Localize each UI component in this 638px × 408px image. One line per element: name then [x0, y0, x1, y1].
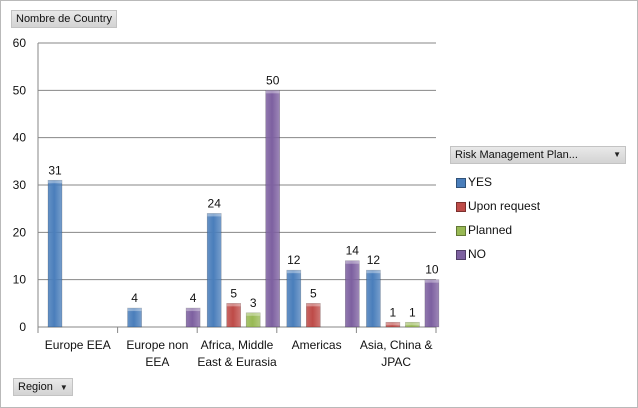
legend-filter-button[interactable]: Risk Management Plan... ▼ [450, 146, 626, 164]
x-tick-label: Europe EEA [45, 338, 111, 352]
legend-title: Risk Management Plan... [455, 149, 578, 161]
dropdown-arrow-icon: ▼ [613, 150, 621, 159]
bar-highlight [424, 279, 439, 283]
data-label: 10 [425, 263, 439, 277]
data-label: 4 [190, 291, 197, 305]
dropdown-arrow-icon: ▼ [59, 383, 68, 392]
bar-highlight [186, 308, 201, 312]
bar-yes [47, 179, 63, 328]
legend-swatch [456, 202, 466, 212]
y-tick-label: 10 [13, 273, 27, 287]
x-tick-label: East & Eurasia [197, 355, 277, 369]
x-tick-label: Africa, Middle [201, 338, 274, 352]
bar-highlight [265, 90, 280, 94]
legend-label: NO [468, 247, 486, 261]
bar-highlight [48, 180, 62, 184]
x-tick-label: Asia, China & [360, 338, 433, 352]
bar-upon-request [385, 321, 401, 328]
y-tick-label: 50 [13, 83, 27, 97]
data-label: 12 [287, 253, 301, 267]
bar-planned [245, 312, 261, 328]
legend-label: Upon request [468, 199, 541, 213]
data-label: 1 [409, 305, 416, 319]
legend-item: YES [450, 170, 626, 194]
data-label: 31 [48, 163, 62, 177]
bar-upon-request [226, 303, 241, 328]
legend-item: NO [450, 242, 626, 266]
bar-highlight [207, 213, 222, 217]
legend-swatch [456, 178, 466, 188]
y-tick-label: 40 [13, 131, 27, 145]
bar-highlight [246, 312, 261, 316]
data-label: 12 [367, 253, 381, 267]
bar-no [265, 90, 281, 328]
legend-item: Upon request [450, 194, 626, 218]
bar-highlight [385, 322, 400, 326]
data-label: 50 [266, 73, 280, 87]
bar-upon-request [305, 303, 321, 328]
bar-highlight [127, 308, 142, 312]
y-tick-label: 30 [13, 178, 27, 192]
x-tick-label: Europe non [126, 338, 188, 352]
data-label: 4 [131, 291, 138, 305]
legend-label: Planned [468, 223, 513, 237]
bar-yes [206, 213, 222, 328]
y-tick-label: 60 [13, 36, 27, 50]
legend-item: Planned [450, 218, 626, 242]
x-tick-label: JPAC [381, 355, 411, 369]
legend: Risk Management Plan... ▼ YES Upon reques… [450, 146, 626, 266]
bar-highlight [286, 270, 301, 274]
bar-yes [366, 269, 381, 328]
bar-no [424, 279, 440, 328]
bar-no [185, 307, 201, 328]
bar-highlight [226, 303, 241, 307]
bar-highlight [306, 303, 321, 307]
legend-label: YES [468, 175, 493, 189]
y-tick-label: 20 [13, 225, 27, 239]
region-field-label: Region [18, 381, 53, 393]
region-field-button[interactable]: Region ▼ [13, 378, 73, 396]
legend-items: YES Upon request Planned NO [450, 170, 626, 266]
bar-no [344, 260, 360, 328]
measure-field-label: Nombre de Country [16, 13, 112, 25]
data-label: 24 [208, 196, 222, 210]
bar-highlight [405, 322, 420, 326]
x-tick-label: EEA [145, 355, 169, 369]
x-tick-label: Americas [292, 338, 342, 352]
data-label: 5 [310, 286, 317, 300]
bar-highlight [345, 260, 360, 264]
data-label: 3 [250, 296, 257, 310]
measure-field-button[interactable]: Nombre de Country [11, 10, 117, 28]
data-label: 5 [230, 286, 237, 300]
data-label: 1 [390, 305, 397, 319]
bar-planned [405, 321, 420, 328]
bar-yes [286, 269, 302, 328]
bar-yes [127, 307, 142, 328]
data-label: 14 [346, 244, 360, 258]
y-tick-label: 0 [19, 320, 26, 334]
legend-swatch [456, 226, 466, 236]
bar-highlight [366, 270, 381, 274]
legend-swatch [456, 250, 466, 260]
